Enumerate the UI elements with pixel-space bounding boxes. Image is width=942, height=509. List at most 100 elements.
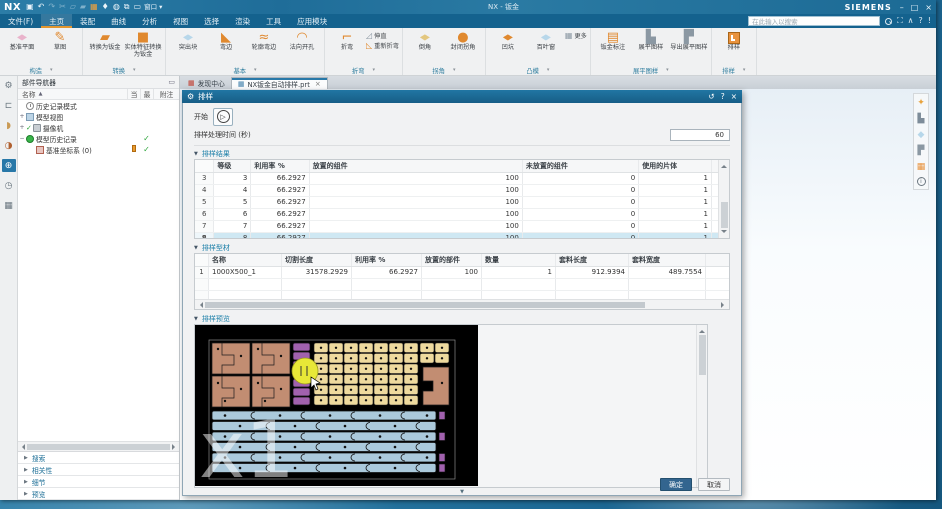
table-row-5[interactable]: 5 5 66.2927 100 0 1: [195, 197, 718, 209]
column-name[interactable]: 名称 ▲: [18, 89, 127, 99]
menu-tab-8[interactable]: 工具: [266, 16, 282, 26]
doc-tab-0[interactable]: ▦ 发现中心: [182, 77, 231, 89]
scroll-up-icon[interactable]: [699, 327, 705, 333]
copy-icon[interactable]: ▱: [69, 2, 76, 11]
ribbon-button-datum-plane[interactable]: ◆ 基准平面: [3, 29, 41, 52]
column-header-0[interactable]: 等级: [214, 160, 252, 172]
expand-icon[interactable]: −: [19, 135, 25, 142]
minimize-button[interactable]: –: [899, 2, 904, 12]
export-flat-icon[interactable]: ▙: [917, 113, 925, 124]
tree-row-0[interactable]: 历史记录模式: [18, 100, 179, 111]
column-header-4[interactable]: 数量: [482, 254, 556, 266]
preview-section-header[interactable]: ▼ 排样预览: [194, 313, 730, 324]
redo-icon[interactable]: ↷: [48, 2, 56, 11]
column-header-5[interactable]: 套料长度: [556, 254, 629, 266]
column-header-1[interactable]: 切割长度: [282, 254, 352, 266]
expand-icon[interactable]: +: [19, 113, 25, 120]
grid-icon[interactable]: ▦: [4, 200, 13, 211]
start-button[interactable]: ▷: [213, 107, 233, 126]
preview-vscrollbar[interactable]: [696, 325, 707, 487]
save-icon[interactable]: ▣: [26, 2, 34, 11]
ribbon-button-nesting[interactable]: 排样: [715, 29, 753, 52]
menu-tab-0[interactable]: 文件(F): [8, 16, 34, 26]
chevron-down-icon[interactable]: ▾: [372, 67, 375, 73]
table-row-4[interactable]: 4 4 66.2927 100 0 1: [195, 185, 718, 197]
menu-tab-5[interactable]: 视图: [173, 16, 189, 26]
table-row-3[interactable]: 3 3 66.2927 100 0 1: [195, 173, 718, 185]
sheet-standards-icon[interactable]: ✦: [917, 97, 925, 108]
column-header-0[interactable]: 名称: [209, 254, 282, 266]
profiles-hscrollbar[interactable]: [195, 299, 729, 309]
scroll-left-icon[interactable]: [19, 443, 25, 450]
chevron-down-icon[interactable]: ▾: [742, 67, 746, 73]
column-current[interactable]: 当: [127, 89, 140, 99]
undock-icon[interactable]: ▭: [168, 78, 175, 86]
results-vscrollbar[interactable]: [718, 160, 729, 238]
help-icon[interactable]: ?: [918, 16, 923, 25]
menu-tab-4[interactable]: 分析: [142, 16, 158, 26]
tree-row-2[interactable]: + ✓ 摄像机: [18, 122, 179, 133]
dialog-reset-button[interactable]: ↺: [708, 92, 715, 101]
ribbon-button-convert-solid[interactable]: ■ 实体特征转换为钣金: [124, 29, 162, 59]
ok-button[interactable]: 确定: [660, 478, 692, 491]
navigator-section-3[interactable]: ▶ 预览: [18, 488, 179, 500]
menu-tab-3[interactable]: 曲线: [111, 16, 127, 26]
undo-icon[interactable]: ↶: [37, 2, 45, 11]
ribbon-group-label-1[interactable]: 转换 ▾: [86, 65, 162, 75]
paste-icon[interactable]: ▰: [79, 2, 87, 11]
ribbon-button-annotation[interactable]: ▤ 钣金标注: [594, 29, 632, 52]
ribbon-button-closed-corner[interactable]: ● 封闭拐角: [444, 29, 482, 52]
ribbon-group-label-6[interactable]: 展平图样 ▾: [594, 65, 708, 75]
ribbon-button-dimple[interactable]: ◆ 凹坑: [489, 29, 527, 52]
scroll-right-icon[interactable]: [721, 301, 727, 308]
menu-tab-6[interactable]: 选择: [204, 16, 220, 26]
part-navigator-icon[interactable]: ⊕: [1, 159, 16, 172]
expand-icon[interactable]: +: [19, 124, 25, 131]
search-input[interactable]: 在此输入以搜索: [748, 16, 881, 26]
navigator-section-0[interactable]: ▶ 搜索: [18, 452, 179, 464]
ribbon-button-tab[interactable]: ◆ 突出块: [169, 29, 207, 52]
ribbon-button-chamfer[interactable]: ◆ 倒角: [406, 29, 444, 52]
command-finder-icon[interactable]: ⛶: [897, 16, 903, 25]
table-row-6[interactable]: 6 6 66.2927 100 0 1: [195, 209, 718, 221]
capture-icon[interactable]: ▦: [90, 2, 98, 11]
clip-icon[interactable]: ⊏: [4, 100, 13, 111]
column-header-2[interactable]: 利用率 %: [352, 254, 422, 266]
dialog-collapse-arrow[interactable]: ▼: [194, 488, 730, 496]
settings-gear-icon[interactable]: ⚙: [4, 80, 13, 91]
ribbon-button-convert[interactable]: ▰ 转换为钣金: [86, 29, 124, 52]
scroll-up-icon[interactable]: [721, 162, 727, 168]
dialog-titlebar[interactable]: ⚙ 排样 ↺ ? ×: [182, 90, 742, 103]
scroll-thumb[interactable]: [698, 335, 706, 375]
ribbon-button-unbend[interactable]: ◿ 伸直: [366, 31, 399, 40]
ribbon-button-bend[interactable]: ⌐ 折弯: [328, 29, 366, 52]
scroll-thumb[interactable]: [205, 301, 645, 308]
close-button[interactable]: ×: [925, 2, 932, 12]
palette-icon[interactable]: ◑: [4, 140, 13, 151]
table-row-7[interactable]: 7 7 66.2927 100 0 1: [195, 221, 718, 233]
menu-tab-1[interactable]: 主页: [41, 14, 73, 28]
chevron-down-icon[interactable]: ▾: [666, 67, 669, 73]
ribbon-button-rebend[interactable]: ◺ 重新折弯: [366, 41, 399, 50]
window-menu-label[interactable]: 窗口 ▾: [144, 2, 163, 11]
doc-tab-1[interactable]: ▦ NX钣金自动排样.prt ×: [230, 77, 328, 89]
chevron-down-icon[interactable]: ▾: [254, 67, 257, 73]
ribbon-group-label-3[interactable]: 折弯 ▾: [328, 65, 399, 75]
chevron-down-icon[interactable]: ▾: [452, 67, 456, 73]
results-section-header[interactable]: ▼ 排样结果: [194, 148, 730, 159]
window-menu[interactable]: 窗口 ▾: [144, 4, 162, 11]
dialog-close-button[interactable]: ×: [730, 92, 737, 101]
scroll-right-icon[interactable]: [172, 443, 178, 450]
alerts-icon[interactable]: !: [927, 16, 931, 25]
profiles-section-header[interactable]: ▼ 排样型材: [194, 242, 730, 253]
surface-icon[interactable]: ◗: [6, 120, 11, 131]
tree-row-1[interactable]: + 模型视图: [18, 111, 179, 122]
history-icon[interactable]: ◷: [4, 180, 13, 191]
info-icon[interactable]: i: [916, 177, 926, 186]
ribbon-group-label-2[interactable]: 基本 ▾: [169, 65, 321, 75]
time-input[interactable]: 60: [670, 129, 730, 141]
ribbon-group-label-0[interactable]: 构造 ▾: [3, 65, 79, 75]
ribbon-button-flat-pattern[interactable]: ▙ 展平图样: [632, 29, 670, 52]
preview-canvas[interactable]: x1: [195, 325, 478, 496]
cascade-icon[interactable]: ⧉: [123, 2, 130, 11]
